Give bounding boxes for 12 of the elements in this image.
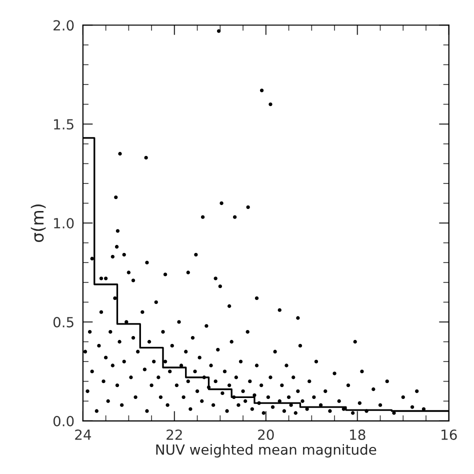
y-tick-label: 2.0 bbox=[54, 20, 74, 31]
x-tick-label: 20 bbox=[258, 429, 274, 440]
y-tick-label: 0.5 bbox=[53, 316, 74, 328]
y-tick-label: 1.5 bbox=[54, 119, 74, 130]
y-tick-label: 0.0 bbox=[53, 416, 74, 426]
x-axis-title: NUV weighted mean magnitude bbox=[156, 444, 376, 458]
y-axis-title: σ(m) bbox=[30, 204, 46, 242]
x-tick-label: 22 bbox=[166, 429, 182, 440]
x-tick-label: 16 bbox=[442, 429, 457, 440]
x-tick-label: 24 bbox=[75, 429, 92, 440]
y-tick-label: 1.0 bbox=[54, 218, 74, 228]
x-tick-label: 18 bbox=[350, 429, 366, 440]
